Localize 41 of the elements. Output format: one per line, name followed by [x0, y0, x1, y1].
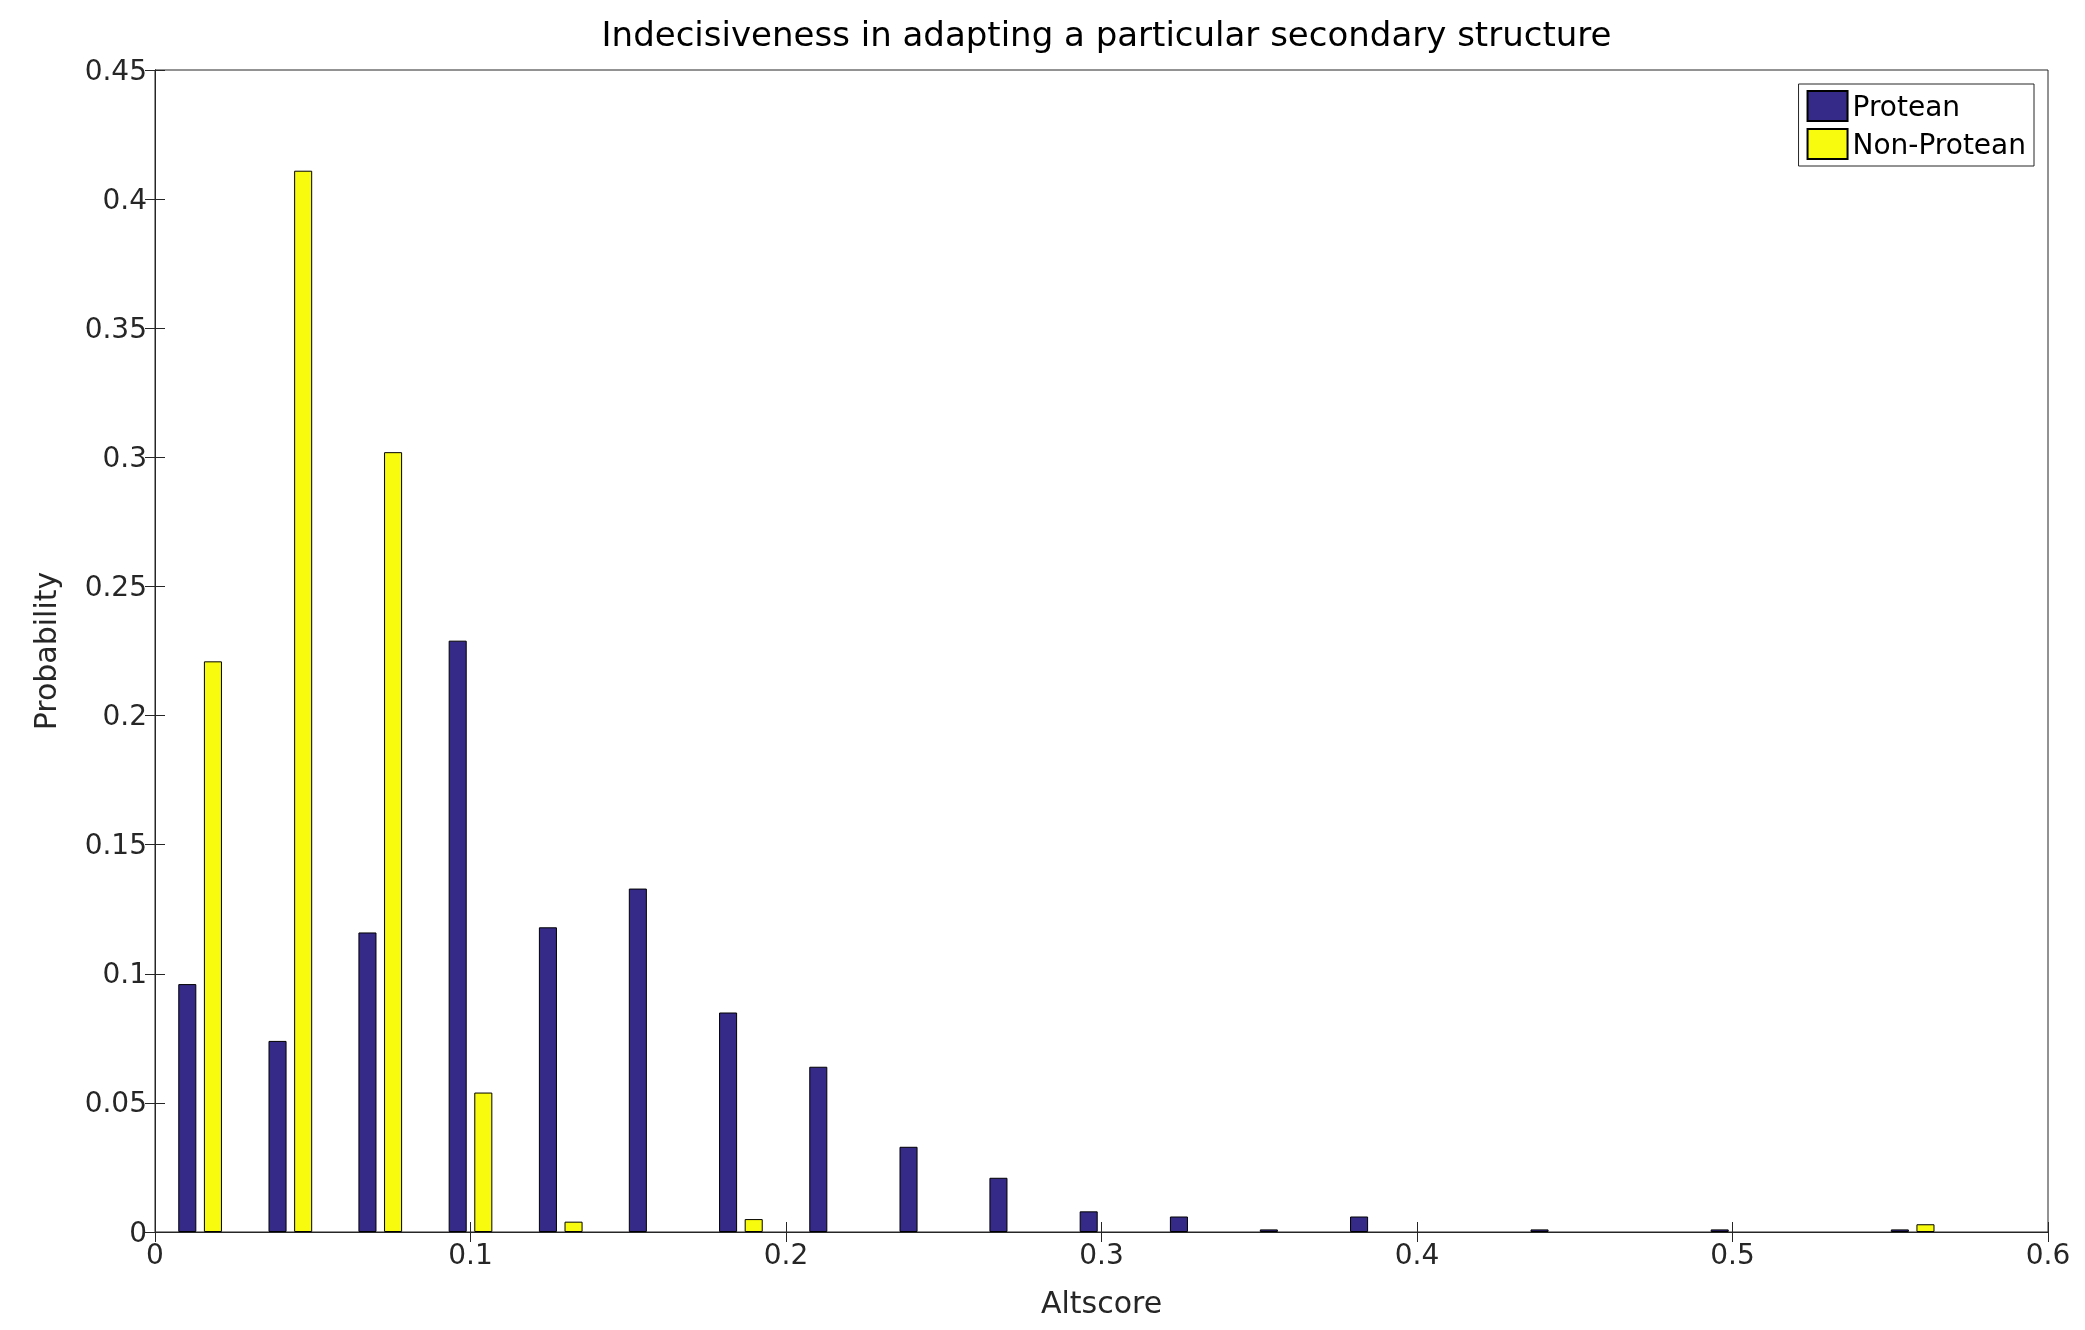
bar	[1916, 1224, 1935, 1232]
bar	[899, 1146, 918, 1232]
y-axis-title: Probability	[27, 571, 63, 731]
bar	[744, 1219, 763, 1232]
x-tick-label: 0.4	[1394, 1237, 1440, 1271]
y-tick-label: 0.05	[84, 1086, 147, 1120]
y-tick-label: 0.1	[102, 957, 147, 991]
y-tick-label: 0.2	[102, 699, 147, 733]
y-tick-label: 0.25	[84, 569, 147, 603]
legend-label: Non-Protean	[1852, 127, 2027, 161]
bar	[628, 888, 647, 1232]
x-tick-label: 0.5	[1710, 1237, 1755, 1271]
bar	[1169, 1216, 1188, 1232]
y-tick-label: 0.35	[84, 311, 147, 345]
bar	[474, 1092, 493, 1232]
y-tick-label: 0.4	[102, 182, 147, 216]
x-tick-label: 0.6	[2025, 1237, 2071, 1271]
x-tick-label: 0.3	[1079, 1237, 1124, 1271]
bar	[384, 452, 403, 1232]
bar	[268, 1040, 287, 1232]
bar	[538, 927, 557, 1232]
bar	[203, 661, 222, 1232]
y-tick-label: 0.45	[84, 53, 147, 87]
bar	[1079, 1211, 1098, 1232]
y-tick-label: 0	[129, 1215, 147, 1249]
x-tick-label: 0.1	[448, 1237, 493, 1271]
x-axis-title: Altscore	[1040, 1284, 1163, 1320]
bar	[719, 1012, 738, 1232]
chart-title: Indecisiveness in adapting a particular secondary structure	[601, 14, 1612, 54]
bar	[1350, 1216, 1369, 1232]
legend-label: Protean	[1852, 89, 1961, 123]
bar	[564, 1221, 583, 1232]
bar	[989, 1177, 1008, 1232]
x-tick-label: 0.2	[763, 1237, 809, 1271]
y-tick-label: 0.3	[102, 440, 147, 474]
y-tick-label: 0.15	[84, 828, 147, 862]
bar	[358, 932, 377, 1232]
bar	[294, 170, 313, 1232]
bar	[178, 984, 197, 1232]
bar	[809, 1066, 828, 1232]
bar	[448, 640, 467, 1232]
